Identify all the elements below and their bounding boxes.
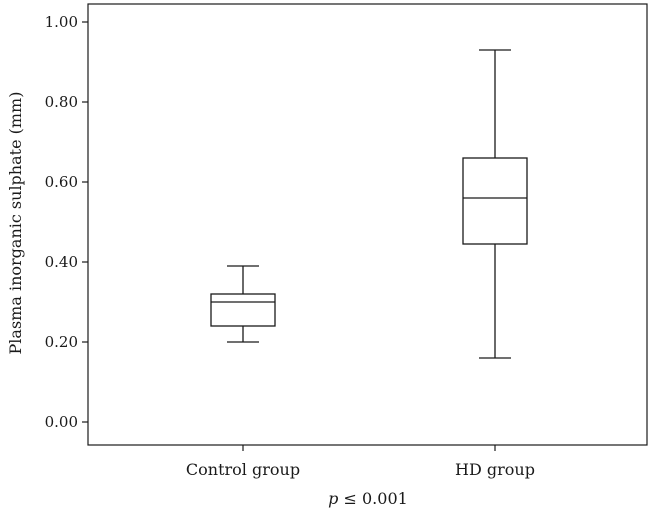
y-tick-label: 0.60 — [45, 173, 78, 191]
iqr-box — [462, 157, 528, 245]
box — [210, 265, 276, 343]
y-tick-label: 0.80 — [45, 93, 78, 111]
y-tick-label: 0.40 — [45, 253, 78, 271]
y-tick-label: 0.00 — [45, 413, 78, 431]
plot-border — [87, 3, 648, 446]
y-axis: 0.00 0.20 0.40 0.60 0.80 1.00 — [45, 13, 88, 431]
box — [462, 49, 528, 359]
p-value-text: ≤ 0.001 — [338, 489, 407, 508]
p-value-symbol: p — [328, 489, 338, 508]
plot-frame — [87, 3, 648, 446]
y-axis-label: Plasma inorganic sulphate (mm) — [6, 92, 25, 355]
y-tick-label: 1.00 — [45, 13, 78, 31]
p-value-annotation: p ≤ 0.001 — [328, 489, 408, 508]
iqr-box — [210, 293, 276, 327]
x-category-label: Control group — [186, 460, 300, 479]
x-category-label: HD group — [455, 460, 535, 479]
y-tick-label: 0.20 — [45, 333, 78, 351]
box-series — [210, 49, 528, 359]
x-axis: Control group HD group — [186, 445, 535, 479]
